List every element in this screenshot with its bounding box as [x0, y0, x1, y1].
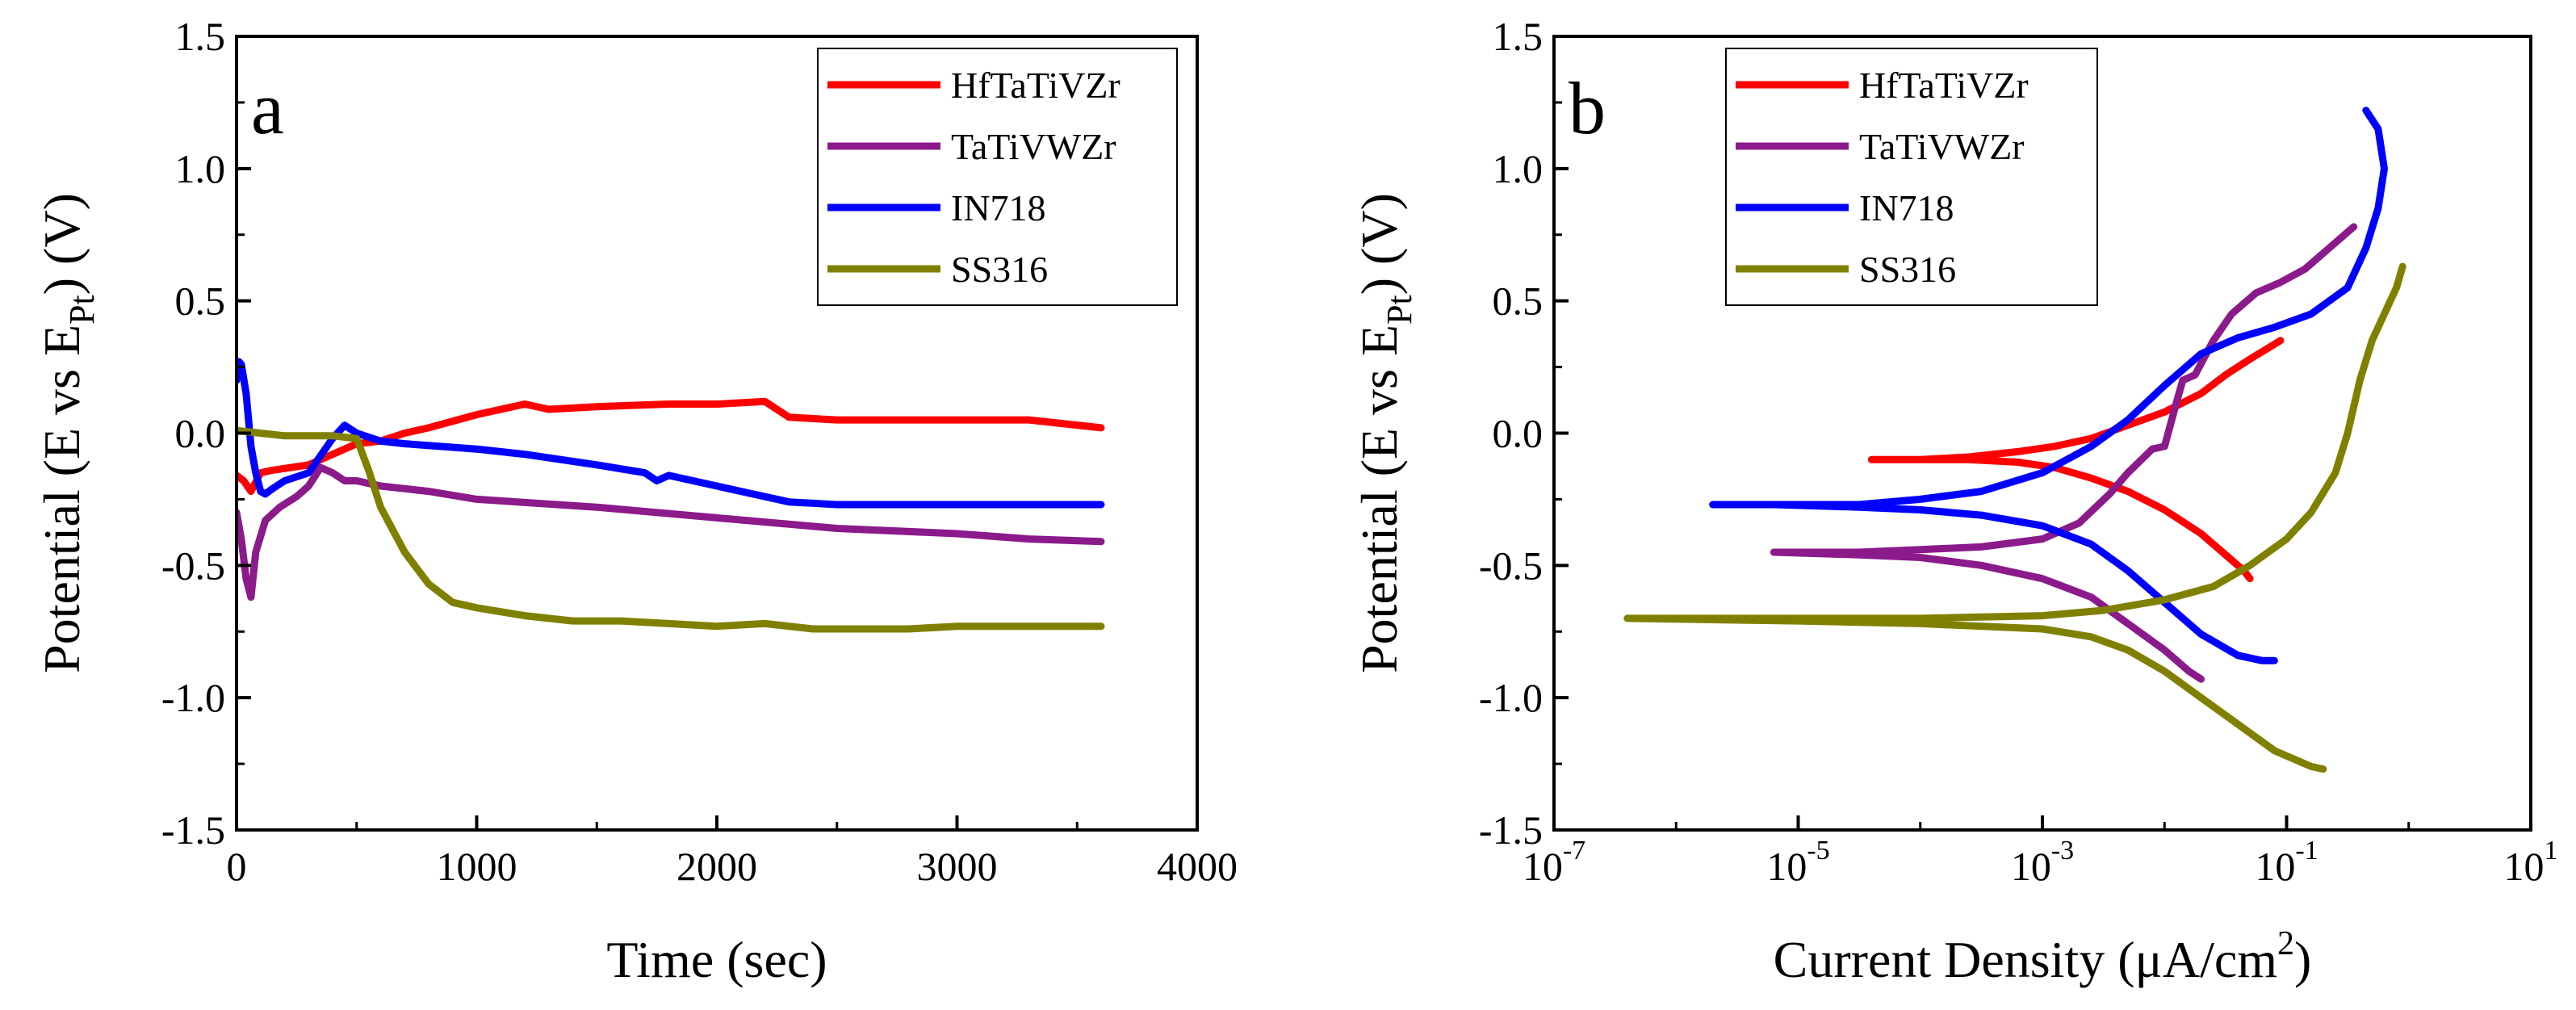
series-line-tativwzr	[237, 463, 1105, 601]
x-axis-label-superscript: 2	[2277, 925, 2294, 962]
y-tick-label: -1.0	[1479, 675, 1543, 720]
x-axis-label-close: )	[2294, 931, 2311, 988]
x-tick-label: 101	[2504, 836, 2558, 889]
x-tick-label: 10-5	[1766, 836, 1829, 889]
series-line-hftativzr	[1867, 337, 2285, 583]
y-axis-label-subscript: Pt	[1380, 295, 1419, 325]
series-line-in718	[237, 358, 1105, 509]
x-axis-label-unit: A/cm	[2163, 931, 2277, 988]
y-axis-label-close: ) (V)	[33, 193, 90, 295]
panel-label: b	[1569, 67, 1606, 149]
y-axis-label-text: Potential (E vs E	[1351, 325, 1408, 673]
y-axis-label: Potential (E vs EPt) (V)	[1351, 193, 1419, 673]
legend-box	[817, 48, 1178, 306]
y-axis-label: Potential (E vs EPt) (V)	[33, 193, 102, 673]
series-line-hftativzr	[237, 397, 1105, 496]
legend-entry: TaTiVWZr	[951, 126, 1116, 167]
x-tick-label-exponent: -3	[2051, 836, 2074, 865]
x-tick-label: 10-1	[2255, 836, 2318, 889]
x-tick-label: 0	[227, 844, 247, 889]
y-tick-label: 1.0	[1493, 146, 1544, 191]
x-axis-label-mu: μ	[2135, 931, 2163, 988]
y-tick-label: 0.5	[175, 279, 226, 324]
x-axis-label-text: Current Density (	[1774, 931, 2135, 988]
x-tick-label: 4000	[1157, 844, 1238, 889]
series-line-in718	[1709, 107, 2388, 664]
x-tick-label: 10-7	[1523, 836, 1585, 889]
x-tick-label: 1000	[437, 844, 517, 889]
y-tick-label: 0.0	[175, 411, 226, 456]
y-axis-label-close: ) (V)	[1351, 193, 1408, 295]
legend-entry: TaTiVWZr	[1859, 126, 2025, 167]
legend-box	[1725, 48, 2098, 306]
y-axis-label-text: Potential (E vs E	[33, 325, 90, 673]
legend-entry: IN718	[951, 187, 1046, 228]
x-tick-label-exponent: -5	[1807, 836, 1829, 865]
x-tick-label-exponent: -1	[2295, 836, 2318, 865]
x-tick-label-base: 10	[2255, 844, 2295, 889]
y-axis-label-subscript: Pt	[62, 295, 102, 325]
y-tick-label: 1.5	[175, 14, 226, 59]
legend-entry: SS316	[951, 249, 1048, 290]
legend-entry: HfTaTiVZr	[1859, 65, 2029, 106]
y-tick-label: 0.5	[1493, 279, 1544, 324]
x-tick-label-exponent: -7	[1563, 836, 1585, 865]
legend-entry: SS316	[1859, 249, 1956, 290]
y-tick-label: -0.5	[161, 543, 225, 588]
x-tick-label-base: 10	[1766, 844, 1807, 889]
legend-entry: IN718	[1859, 187, 1954, 228]
y-tick-label: 1.5	[1493, 14, 1544, 59]
x-tick-label: 3000	[917, 844, 998, 889]
legend-entry: HfTaTiVZr	[951, 65, 1120, 106]
y-tick-label: -1.0	[161, 675, 225, 720]
y-tick-label: -1.5	[161, 807, 225, 853]
x-axis-label: Time (sec)	[606, 931, 827, 988]
x-tick-label-base: 10	[1523, 844, 1563, 889]
panel-label: a	[251, 67, 284, 149]
panel-b: 10-7 10-5 10-3 10-1 101-1.5-1.0-0.50.00.51.0…	[1351, 14, 2558, 988]
y-tick-label: 0.0	[1493, 411, 1544, 456]
x-tick-label-base: 10	[2011, 844, 2051, 889]
series-line-ss316	[237, 426, 1105, 633]
y-tick-label: -1.5	[1479, 807, 1543, 853]
x-tick-label: 10-3	[2011, 836, 2074, 889]
x-axis-label: Current Density (μA/cm2)	[1774, 925, 2312, 988]
panel-a: 0 1000 2000 3000 4000 -1.5 -1.0 -0.5 0.0 0.5 1.0 1.…	[33, 14, 1238, 988]
x-tick-label: 2000	[676, 844, 757, 889]
x-tick-label-exponent: 1	[2545, 836, 2558, 865]
y-tick-label: -0.5	[1479, 543, 1543, 588]
y-tick-label: 1.0	[175, 146, 226, 191]
series-line-ss316	[1623, 262, 2406, 773]
series-line-tativwzr	[1770, 223, 2358, 683]
x-tick-label-base: 10	[2504, 844, 2545, 889]
